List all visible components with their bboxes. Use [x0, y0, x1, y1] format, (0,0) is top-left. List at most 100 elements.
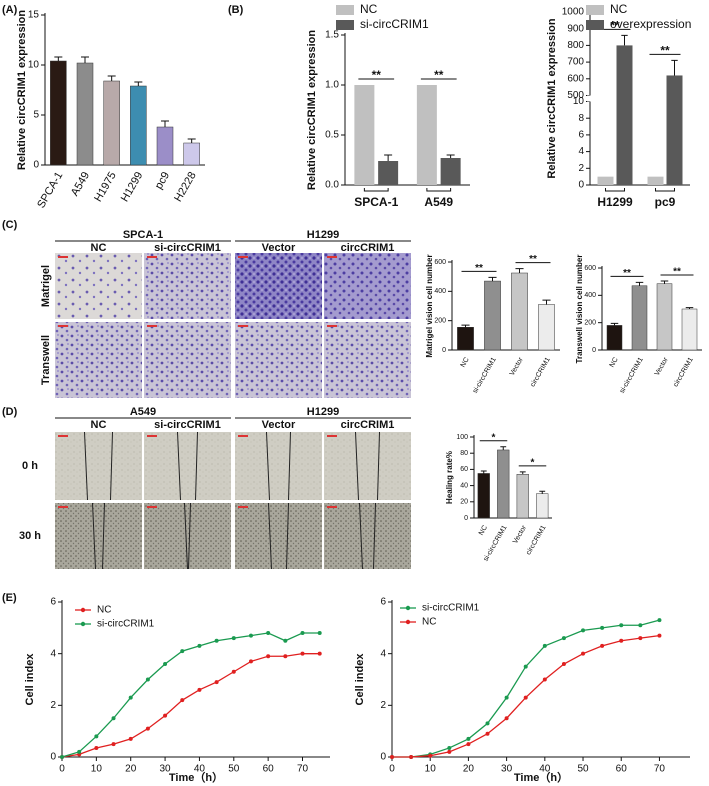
x-tick-label: Vector — [509, 356, 525, 377]
micrograph — [324, 322, 411, 398]
y-tick-label: 700 — [567, 57, 584, 68]
y-tick-label: 100 — [456, 434, 468, 441]
bar — [497, 449, 510, 519]
data-point — [581, 651, 586, 656]
data-point — [214, 680, 219, 685]
wound-edge — [268, 502, 289, 570]
data-point — [128, 736, 133, 741]
data-point — [283, 638, 288, 643]
y-tick-label: 15 — [28, 10, 40, 21]
y-tick-label: 0 — [592, 347, 596, 354]
micrograph — [235, 253, 322, 319]
y-tick-label: 600 — [567, 73, 584, 84]
data-point — [657, 618, 662, 623]
bar — [484, 280, 501, 351]
bar — [511, 272, 528, 351]
data-point — [180, 649, 185, 654]
legend-label: NC — [610, 2, 628, 16]
y-tick-label: 6 — [578, 130, 584, 141]
y-axis-title: Relative circCRIM1 expression — [16, 10, 28, 170]
data-point — [197, 687, 202, 692]
bar — [536, 493, 549, 519]
data-point — [619, 638, 624, 643]
bar — [416, 85, 437, 185]
x-tick-label: circCRIM1 — [525, 524, 547, 556]
y-tick-label: 1.0 — [325, 80, 339, 91]
y-axis-title: Transwell vision cell number — [575, 255, 584, 364]
x-tick-label: A549 — [69, 170, 92, 198]
x-tick-label: A549 — [424, 195, 453, 209]
legend-marker — [405, 619, 411, 625]
group-title: A549 — [130, 406, 156, 418]
micrograph — [235, 503, 322, 569]
error-bar — [134, 81, 143, 86]
error-bar — [685, 307, 694, 309]
significance-label: * — [531, 457, 535, 468]
data-point — [561, 662, 566, 666]
data-point — [197, 643, 202, 648]
micrograph — [144, 253, 231, 319]
error-bar — [500, 446, 507, 450]
x-tick-label: pc9 — [153, 170, 172, 191]
scale-bar — [147, 325, 157, 327]
scale-bar — [58, 256, 68, 258]
x-tick-label: NC — [460, 356, 471, 368]
data-point — [231, 636, 236, 641]
y-tick-label: 8 — [578, 113, 584, 124]
data-point — [248, 633, 253, 638]
data-point — [248, 659, 253, 664]
data-point — [163, 662, 168, 666]
data-point — [523, 695, 528, 700]
group-title: H1299 — [307, 229, 339, 241]
row-label: 0 h — [22, 460, 38, 472]
bar — [457, 327, 474, 351]
y-tick-label: 4 — [380, 648, 386, 659]
data-point — [485, 721, 490, 726]
error-bar — [621, 34, 628, 46]
y-tick-label: 4 — [578, 146, 584, 157]
bar — [378, 161, 399, 185]
column-label: Vector — [262, 419, 296, 431]
error-bar — [542, 299, 551, 305]
legend-swatch — [586, 20, 604, 30]
significance-label: ** — [610, 19, 620, 33]
row-label: Transwell — [40, 335, 52, 385]
significance-label: ** — [623, 268, 631, 279]
data-point — [542, 677, 547, 682]
error-bar — [461, 324, 470, 328]
bar — [681, 308, 698, 351]
error-bar — [660, 280, 669, 284]
y-tick-label: 1.5 — [325, 30, 339, 41]
data-point — [542, 643, 547, 648]
data-point — [231, 669, 236, 674]
x-tick-label: 50 — [228, 764, 240, 775]
micrograph — [235, 322, 322, 398]
data-point — [504, 716, 509, 721]
data-point — [180, 698, 185, 703]
bar — [477, 473, 490, 519]
y-tick-label: 10 — [28, 60, 40, 71]
y-tick-label: 400 — [434, 288, 446, 295]
legend-label: NC — [422, 617, 436, 628]
x-tick-label: H1299 — [119, 170, 146, 204]
bar — [606, 325, 623, 351]
wound-edge — [92, 502, 105, 570]
row-label: 30 h — [19, 530, 41, 542]
y-tick-label: 6 — [50, 597, 56, 608]
series-line — [61, 632, 320, 758]
legend-label: si-circCRIM1 — [360, 17, 429, 31]
data-point — [447, 749, 452, 754]
micrograph — [55, 253, 142, 319]
y-tick-label: 0.0 — [325, 180, 339, 191]
legend-swatch — [336, 20, 354, 30]
legend-label: NC — [360, 2, 378, 16]
y-tick-label: 10 — [573, 96, 585, 107]
error-bar — [480, 470, 487, 474]
y-tick-label: 500 — [567, 90, 584, 101]
data-point — [466, 742, 471, 747]
y-tick-label: 900 — [567, 23, 584, 34]
x-tick-label: NC — [609, 356, 620, 368]
bar — [516, 474, 529, 519]
error-bar — [515, 268, 524, 273]
